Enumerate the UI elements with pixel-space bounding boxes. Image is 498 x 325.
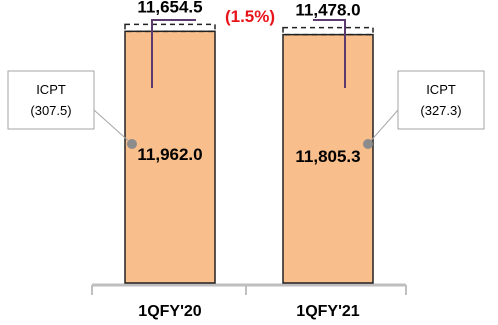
bar-1: [282, 33, 374, 284]
category-label-1: 1QFY'21: [296, 303, 359, 320]
icpt-callout-dot-0: [127, 139, 137, 149]
category-label-0: 1QFY'20: [138, 303, 201, 320]
total-label-1: 11,478.0: [295, 1, 360, 20]
icpt-callout-title-0: ICPT: [36, 82, 66, 97]
change-bracket-right: [313, 19, 346, 88]
total-label-0: 11,654.5: [137, 0, 202, 16]
bar-value-label-0: 11,962.0: [137, 145, 202, 164]
bar-0: [124, 30, 216, 284]
icpt-callout-value-1: (327.3): [420, 103, 461, 118]
icpt-callout-box-1: [397, 70, 485, 130]
icpt-segment-1: [282, 26, 374, 36]
icpt-segment-0: [124, 23, 216, 33]
icpt-callout-leader-1: [367, 109, 399, 145]
change-bracket-left: [151, 19, 196, 88]
icpt-callout-dot-1: [363, 139, 373, 149]
icpt-callout-box-0: [7, 70, 95, 130]
icpt-callout-leader-0: [93, 109, 133, 145]
change-percent-label: (1.5%): [225, 7, 275, 26]
icpt-callout-title-1: ICPT: [426, 82, 456, 97]
bar-value-label-1: 11,805.3: [295, 147, 360, 166]
icpt-callout-value-0: (307.5): [30, 103, 71, 118]
